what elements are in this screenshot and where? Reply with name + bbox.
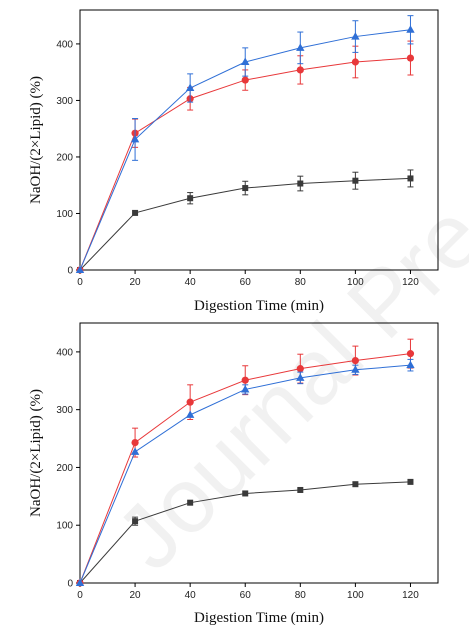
plot-frame (79, 322, 439, 584)
y-tick-label: 100 (56, 521, 73, 532)
data-point (406, 360, 415, 369)
y-tick-label: 200 (56, 463, 73, 474)
data-point (241, 376, 249, 384)
data-point (130, 134, 140, 143)
y-tick-label: 100 (56, 209, 73, 220)
chart-panel-2: 0 20 40 60 80 100 120 0 100 200 300 400 Digestion Ti… (28, 322, 439, 626)
data-point (132, 209, 139, 216)
data-point (241, 57, 250, 65)
data-point (406, 54, 415, 62)
x-tick-label: 60 (240, 590, 252, 601)
data-point (296, 43, 305, 51)
data-point (352, 481, 359, 488)
x-tick-label: 0 (77, 590, 83, 601)
data-point (351, 365, 360, 373)
plot-frame (79, 9, 439, 271)
data-point (241, 76, 249, 84)
y-tick-label: 300 (56, 405, 73, 416)
data-point (241, 384, 250, 393)
x-axis-title: Digestion Time (min) (194, 610, 324, 626)
data-point (186, 398, 194, 406)
series-triangle (75, 358, 415, 586)
x-tick-label: 120 (402, 590, 419, 601)
data-point (187, 195, 194, 202)
data-point (352, 177, 359, 184)
x-tick-label: 20 (130, 277, 142, 288)
x-tick-label: 80 (295, 590, 307, 601)
data-point (407, 175, 414, 182)
x-tick-label: 60 (240, 277, 252, 288)
chart-panel-1: 0 20 40 60 80 100 120 0 100 200 300 400 Digestion Ti… (28, 9, 439, 314)
data-point (407, 478, 414, 485)
data-point (75, 578, 85, 586)
data-point (351, 58, 359, 66)
data-point (296, 365, 304, 373)
x-tick-label: 80 (295, 277, 307, 288)
data-point (351, 356, 359, 365)
y-tick-label: 200 (56, 152, 73, 163)
x-tick-label: 100 (347, 590, 364, 601)
data-point (297, 486, 304, 493)
data-point (131, 439, 139, 447)
x-axis-title: Digestion Time (min) (194, 298, 324, 314)
y-tick-label: 0 (67, 266, 73, 277)
x-tick-label: 40 (185, 277, 197, 288)
data-point (132, 518, 139, 525)
data-point (185, 410, 195, 418)
data-point (242, 185, 249, 192)
data-point (242, 490, 249, 497)
y-axis-title: NaOH/(2×Lipid) (%) (28, 389, 44, 517)
data-point (130, 447, 140, 455)
y-axis-title: NaOH/(2×Lipid) (%) (28, 76, 44, 204)
data-point (351, 32, 360, 40)
data-point (296, 66, 304, 74)
x-tick-label: 40 (185, 590, 197, 601)
data-point (296, 373, 305, 381)
data-point (406, 25, 415, 33)
data-point (187, 499, 194, 506)
data-point (297, 180, 304, 187)
x-tick-label: 100 (347, 277, 364, 288)
y-tick-label: 400 (56, 347, 73, 358)
y-tick-label: 400 (56, 39, 73, 50)
x-tick-label: 20 (130, 590, 142, 601)
data-point (75, 265, 85, 273)
data-point (185, 83, 195, 91)
x-tick-label: 120 (402, 277, 419, 288)
series-square (77, 169, 414, 273)
series-triangle (75, 15, 415, 273)
data-point (406, 350, 415, 358)
x-tick-label: 0 (77, 277, 83, 288)
y-tick-label: 0 (67, 579, 73, 590)
y-tick-label: 300 (56, 96, 73, 107)
